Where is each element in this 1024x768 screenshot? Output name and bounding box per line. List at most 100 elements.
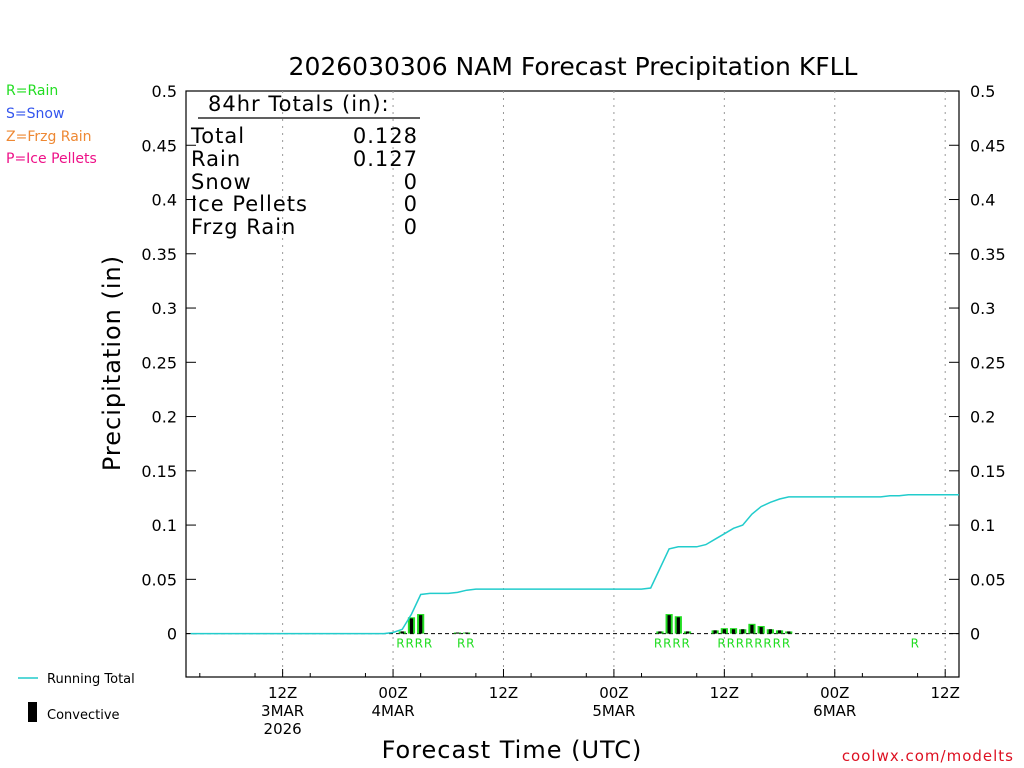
- convective-bar: [465, 632, 469, 634]
- y-tick-label-left: 0.45: [141, 136, 177, 155]
- totals-heading: 84hr Totals (in):: [208, 92, 390, 116]
- ptype-label: R: [466, 637, 474, 651]
- ptype-label: R: [424, 637, 432, 651]
- running-total-legend-label: Running Total: [47, 672, 135, 687]
- convective-bar: [400, 631, 404, 634]
- x-tick-label: 00Z: [599, 684, 628, 702]
- ptype-label: R: [763, 637, 771, 651]
- totals-value-ice-pellets: 0: [404, 192, 418, 216]
- y-tick-label-right: 0.4: [970, 191, 995, 210]
- convective-bar: [750, 624, 754, 634]
- x-tick-label: 00Z: [378, 684, 407, 702]
- y-tick-label-right: 0.5: [970, 82, 995, 101]
- y-tick-label-right: 0.2: [970, 408, 995, 427]
- x-tick-label: 12Z: [710, 684, 739, 702]
- y-tick-label-left: 0.4: [152, 191, 177, 210]
- credit-text: coolwx.com/modelts: [842, 747, 1014, 765]
- plot-frame: [185, 90, 960, 678]
- x-tick-label: 12Z: [489, 684, 518, 702]
- ptype-label: R: [754, 637, 762, 651]
- totals-box: 84hr Totals (in): Total 0.128 Rain 0.127…: [190, 92, 420, 239]
- y-tick-label-left: 0.25: [141, 353, 177, 372]
- legend-rain: R=Rain: [6, 83, 58, 99]
- convective-bar: [741, 629, 745, 634]
- ptype-label: R: [682, 637, 690, 651]
- totals-label-total: Total: [190, 124, 245, 148]
- convective-bar: [759, 627, 763, 634]
- y-tick-label-left: 0.1: [152, 516, 177, 535]
- ptype-label: R: [773, 637, 781, 651]
- y-tick-label-left: 0.35: [141, 245, 177, 264]
- y-tick-label-right: 0.05: [970, 570, 1006, 589]
- y-tick-label-right: 0.3: [970, 299, 995, 318]
- y-axis-ticks: 0.5 0.5 0.45 0.45 0.4 0.4 0.35 0.35 0.3 0.3 0.25 0.…: [141, 82, 1005, 644]
- y-tick-label-left: 0.05: [141, 570, 177, 589]
- totals-value-snow: 0: [404, 170, 418, 194]
- ptype-label: R: [672, 637, 680, 651]
- ptype-label: R: [717, 637, 725, 651]
- x-tick-label: 3MAR: [261, 702, 304, 720]
- y-tick-label-left: 0.5: [152, 82, 177, 101]
- x-tick-label: 2026: [264, 720, 302, 738]
- y-tick-label-right: 0.25: [970, 353, 1006, 372]
- totals-value-frzg-rain: 0: [404, 215, 418, 239]
- totals-label-frzg-rain: Frzg Rain: [191, 215, 296, 239]
- y-tick-label-left: 0.15: [141, 462, 177, 481]
- ptype-label: R: [457, 637, 465, 651]
- convective-bar: [685, 631, 690, 634]
- legend-ice-pellets: P=Ice Pellets: [6, 151, 97, 167]
- convective-legend-label: Convective: [47, 708, 120, 723]
- convective-legend-swatch: [28, 702, 37, 722]
- y-tick-label-left: 0: [167, 625, 177, 644]
- y-tick-label-right: 0.35: [970, 245, 1006, 264]
- convective-bar: [713, 630, 717, 634]
- y-tick-label-left: 0.3: [152, 299, 177, 318]
- series-legend: Running Total Convective: [18, 672, 135, 723]
- convective-bar: [667, 615, 671, 634]
- convective-bar: [658, 631, 662, 634]
- convective-bar: [419, 615, 423, 634]
- y-axis-label: Precipitation (in): [98, 255, 126, 471]
- convective-bar: [777, 630, 782, 634]
- ptype-label: R: [415, 637, 423, 651]
- convective-bar: [676, 617, 680, 634]
- x-axis-label: Forecast Time (UTC): [382, 736, 643, 764]
- x-tick-label: 6MAR: [813, 702, 856, 720]
- ptype-label: R: [654, 637, 662, 651]
- x-tick-label: 12Z: [931, 684, 960, 702]
- x-tick-label: 12Z: [268, 684, 297, 702]
- ptype-label: R: [745, 637, 753, 651]
- ptype-label: R: [736, 637, 744, 651]
- y-tick-label-right: 0.1: [970, 516, 995, 535]
- totals-label-snow: Snow: [191, 170, 252, 194]
- convective-bar: [731, 629, 736, 634]
- legend-snow: S=Snow: [6, 106, 64, 122]
- precip-type-legend: R=Rain S=Snow Z=Frzg Rain P=Ice Pellets: [6, 83, 97, 167]
- convective-bar: [722, 629, 726, 634]
- legend-frzg-rain: Z=Frzg Rain: [6, 129, 92, 145]
- x-tick-label: 4MAR: [371, 702, 414, 720]
- ptype-label: R: [782, 637, 790, 651]
- y-tick-label-right: 0.45: [970, 136, 1006, 155]
- ptype-label: R: [663, 637, 671, 651]
- running-total-line: [190, 493, 959, 635]
- y-tick-label-left: 0.2: [152, 408, 177, 427]
- totals-label-rain: Rain: [191, 147, 241, 171]
- totals-value-total: 0.128: [353, 124, 418, 148]
- ptype-label: R: [396, 637, 404, 651]
- convective-bar: [787, 631, 791, 634]
- totals-label-ice-pellets: Ice Pellets: [191, 192, 308, 216]
- ptype-label: R: [727, 637, 735, 651]
- chart-title: 2026030306 NAM Forecast Precipitation KF…: [289, 52, 858, 81]
- convective-bar: [455, 632, 460, 634]
- ptype-label: R: [405, 637, 413, 651]
- precip-bars: [398, 614, 793, 634]
- ptype-label: R: [911, 637, 919, 651]
- totals-value-rain: 0.127: [353, 147, 418, 171]
- y-tick-label-right: 0.15: [970, 462, 1006, 481]
- x-tick-label: 00Z: [820, 684, 849, 702]
- convective-bar: [768, 629, 772, 634]
